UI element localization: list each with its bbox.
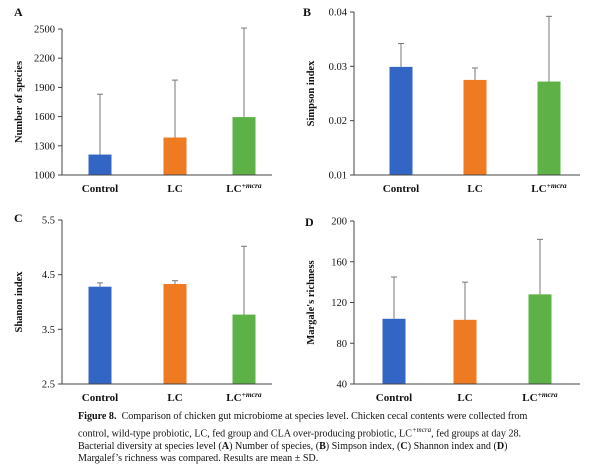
bar <box>537 81 561 175</box>
bar <box>88 286 112 384</box>
caption-text: ) <box>504 440 508 452</box>
caption-panel-ref: A <box>221 440 230 452</box>
chart-panel-b: B 0.01 0.02 0.03 0.04 Control LC LC+mcra Simpson… <box>303 5 580 195</box>
y-tick-label: 5.5 <box>42 216 55 227</box>
y-axis-title: Shanon index <box>14 271 25 333</box>
bar <box>463 79 487 175</box>
y-axis-title: Number of species <box>14 61 25 143</box>
caption-superscript: +mcra <box>411 425 432 434</box>
y-tick-label: 1600 <box>34 112 55 123</box>
y-tick-label: 200 <box>331 217 347 228</box>
caption-text: ) Simpson index, ( <box>325 440 401 452</box>
x-category-label: LC <box>167 183 182 195</box>
caption-text: Comparison of chicken gut microbiome at … <box>121 411 528 422</box>
x-category-label: Control <box>376 392 412 404</box>
y-tick-label: 2200 <box>34 54 55 65</box>
caption-panel-ref: B <box>319 440 326 452</box>
bar <box>453 319 477 384</box>
caption-text: ) Number of species, ( <box>229 440 320 452</box>
caption-text: , fed groups at day 28. <box>431 428 522 440</box>
bar <box>232 117 256 175</box>
caption-line-1: Figure 8. Comparison of chicken gut micr… <box>78 411 578 424</box>
bar <box>232 314 256 384</box>
caption-line-2: control, wild-type probiotic, LC, fed gr… <box>78 424 578 441</box>
bar <box>88 154 112 175</box>
caption-line-3: Bacterial diversity at species level (A)… <box>78 441 578 454</box>
figure-panels: A 1000 1300 1600 1900 2200 2500 Control LC LC+mcr… <box>14 5 580 404</box>
x-category-label: Control <box>82 392 118 404</box>
chart-panel-c: C 2.5 3.5 4.5 5.5 Control LC LC+mcra Shanon inde… <box>14 211 272 404</box>
x-category-label: LC+mcra <box>522 390 558 404</box>
y-tick-label: 40 <box>337 380 348 391</box>
y-tick-label: 2.5 <box>42 380 55 391</box>
y-tick-label: 0.03 <box>329 62 347 73</box>
y-tick-label: 160 <box>331 257 347 268</box>
panel-letter: B <box>303 5 311 19</box>
panel-letter: A <box>14 5 23 19</box>
figure-caption: Figure 8. Comparison of chicken gut micr… <box>78 411 578 466</box>
x-category-label: Control <box>383 183 419 195</box>
x-category-label: LC <box>467 183 482 195</box>
caption-panel-ref: C <box>400 440 408 452</box>
figure-label: Figure 8. <box>78 411 117 422</box>
bar <box>528 294 552 384</box>
caption-text: Bacterial diversity at species level ( <box>78 440 222 452</box>
y-axis-title: Simpson index <box>306 60 317 126</box>
x-category-label: LC+mcra <box>226 390 262 404</box>
bar <box>389 66 413 175</box>
caption-text: Margalef’s richness was compared. Result… <box>78 453 319 465</box>
x-category-label: Control <box>82 183 118 195</box>
y-tick-label: 0.01 <box>329 171 347 182</box>
caption-panel-ref: D <box>496 440 505 452</box>
panel-letter: D <box>305 215 314 229</box>
y-axis-title: Margale's richness <box>306 260 317 344</box>
y-tick-label: 0.02 <box>329 116 347 127</box>
caption-text: control, wild-type probiotic, LC, fed gr… <box>78 428 412 440</box>
y-tick-label: 1300 <box>34 141 55 152</box>
y-tick-label: 2500 <box>34 25 55 36</box>
chart-panel-a: A 1000 1300 1600 1900 2200 2500 Control LC LC+mcr… <box>14 5 272 195</box>
y-tick-label: 4.5 <box>42 270 55 281</box>
chart-panel-d: D 40 80 120 160 200 Control LC LC+mcra Margale's … <box>305 215 580 404</box>
x-category-label: LC+mcra <box>226 181 262 195</box>
bar <box>163 137 187 175</box>
y-tick-label: 1900 <box>34 83 55 94</box>
y-tick-label: 3.5 <box>42 325 55 336</box>
caption-line-4: Margalef’s richness was compared. Result… <box>78 453 578 466</box>
x-category-label: LC <box>167 392 182 404</box>
caption-text: ) Shannon index and ( <box>407 440 497 452</box>
panel-letter: C <box>14 211 23 225</box>
y-tick-label: 80 <box>337 339 348 350</box>
x-category-label: LC+mcra <box>531 181 567 195</box>
bar <box>163 283 187 384</box>
bar <box>382 318 406 384</box>
y-tick-label: 120 <box>331 298 347 309</box>
y-tick-label: 1000 <box>34 171 55 182</box>
y-tick-label: 0.04 <box>329 8 348 19</box>
x-category-label: LC <box>457 392 472 404</box>
